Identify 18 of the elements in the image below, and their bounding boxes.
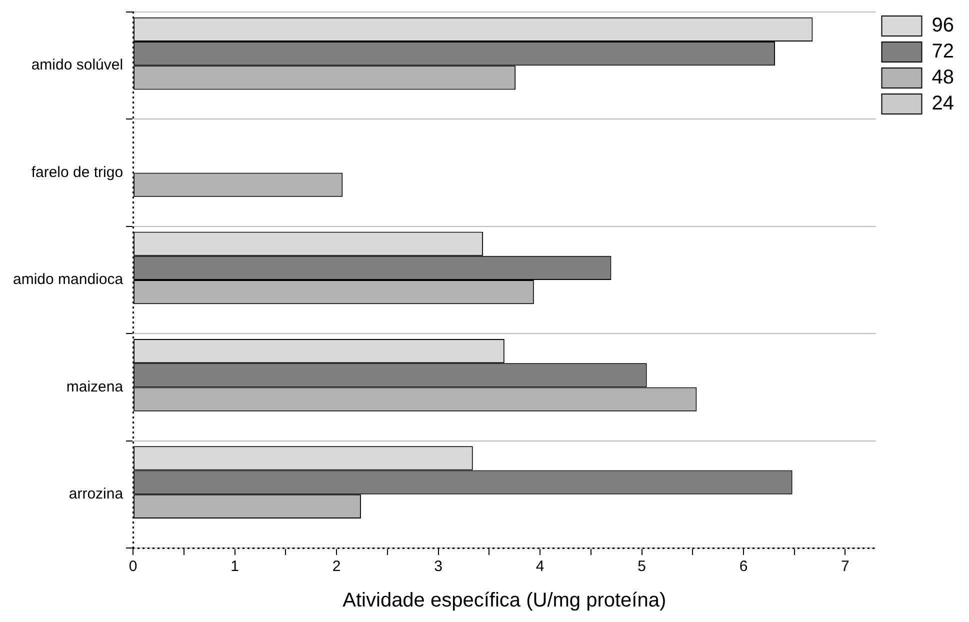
y-tick-label: maizena: [66, 378, 124, 396]
y-tick-label: arrozina: [68, 486, 124, 503]
y-tick-label: farelo de trigo: [31, 164, 124, 181]
x-tick-label: 4: [536, 558, 544, 576]
legend-label: 24: [932, 92, 954, 115]
legend-label: 48: [932, 66, 954, 89]
legend-label: 72: [932, 40, 954, 63]
x-tick-label: 2: [332, 558, 341, 576]
x-tick-label: 1: [230, 558, 239, 576]
x-tick-label: 3: [434, 558, 442, 576]
x-tick-label: 5: [638, 558, 646, 576]
y-tick-label: amido solúvel: [31, 56, 124, 74]
x-tick-label: 0: [128, 558, 138, 576]
y-tick-label: amido mandioca: [13, 271, 124, 288]
legend-label: 96: [932, 14, 954, 37]
x-axis-title: Atividade específica (U/mg proteína): [342, 590, 666, 612]
x-tick-label: 6: [739, 558, 748, 576]
x-tick-label: 7: [841, 558, 850, 576]
